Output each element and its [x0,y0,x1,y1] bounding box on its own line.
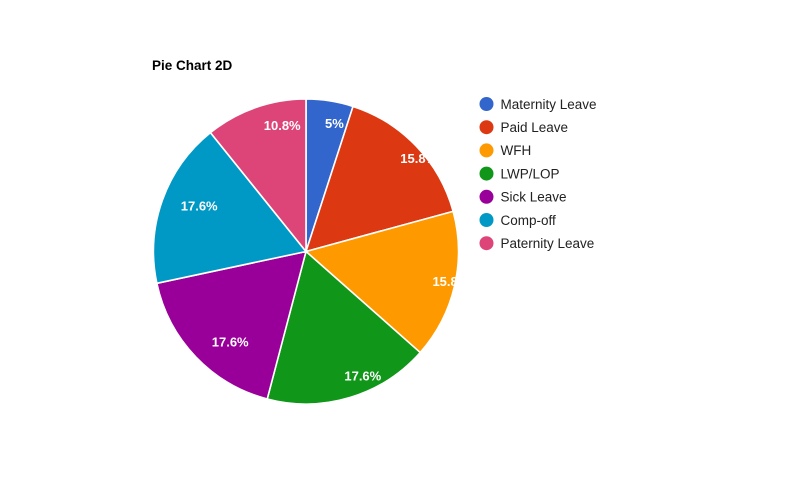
legend-item-paid-leave: Paid Leave [479,120,569,135]
legend-swatch-icon-sick-leave [479,189,494,204]
pie-slice-lwp-lop[interactable] [266,250,422,405]
legend-label-paternity-leave: Paternity Leave [501,236,595,251]
legend-label-maternity-leave: Maternity Leave [501,97,597,112]
legend: Maternity Leave Paid Leave WFH LWP/LOP Sick … [479,97,597,251]
slice-percent-label-lwp-lop: 17.6% [344,369,381,384]
pie-slice-paid-leave[interactable] [305,105,454,253]
legend-swatch-icon-comp-off [479,213,494,227]
slice-percent-label-wfh: 15.8% [432,274,469,289]
pie-slices [152,98,460,405]
slice-percent-label-maternity-leave: 5% [325,116,344,131]
legend-label-paid-leave: Paid Leave [501,120,569,135]
legend-item-lwp-lop: LWP/LOP [479,166,560,181]
pie-slice-labels: 5% 15.8% 15.8% 17.6% 17.6% 17.6% 10.8% [181,116,469,384]
legend-swatch-icon-paternity-leave [479,236,494,251]
legend-label-lwp-lop: LWP/LOP [501,166,560,181]
chart-title: Pie Chart 2D [152,58,233,73]
pie-slice-sick-leave[interactable] [156,250,307,400]
legend-swatch-icon-lwp-lop [479,166,494,181]
legend-swatch-icon-maternity-leave [479,97,494,111]
legend-item-maternity-leave: Maternity Leave [479,97,597,112]
legend-item-wfh: WFH [479,143,532,158]
pie-slice-comp-off[interactable] [152,131,307,285]
slice-percent-label-comp-off: 17.6% [181,199,218,214]
slice-percent-label-sick-leave: 17.6% [212,334,249,349]
legend-label-sick-leave: Sick Leave [501,190,567,205]
legend-label-wfh: WFH [501,143,532,158]
pie-slice-paternity-leave[interactable] [209,98,307,253]
legend-swatch-icon-paid-leave [479,120,494,135]
legend-item-paternity-leave: Paternity Leave [479,236,595,251]
legend-swatch-icon-wfh [479,143,494,158]
pie-slice-wfh[interactable] [305,210,460,354]
legend-item-comp-off: Comp-off [479,213,557,228]
slice-percent-label-paid-leave: 15.8% [400,151,437,166]
legend-label-comp-off: Comp-off [501,213,557,228]
legend-item-sick-leave: Sick Leave [479,189,567,205]
slice-percent-label-paternity-leave: 10.8% [264,118,301,133]
